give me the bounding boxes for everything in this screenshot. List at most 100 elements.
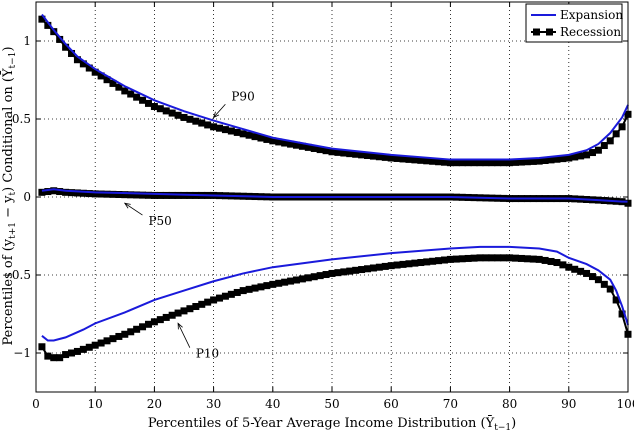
point-recession-p10 [583,269,591,277]
point-recession-p90 [133,93,141,101]
point-recession-p10 [571,265,579,273]
point-recession-p10 [452,255,460,263]
point-recession-p90 [600,142,608,150]
legend-recession-marker [546,28,553,36]
point-recession-p10 [269,280,277,288]
point-recession-p10 [281,278,289,286]
point-recession-p10 [577,267,585,275]
point-recession-p10 [316,272,324,280]
series-line-expansion-p10 [41,245,629,342]
point-recession-p90 [91,68,99,76]
point-recession-p90 [44,21,52,29]
point-recession-p90 [405,155,413,163]
annotation-arrowhead-p50 [123,202,131,209]
point-recession-p10 [517,254,525,262]
point-recession-p10 [565,263,573,271]
point-recession-p10 [144,320,152,328]
point-recession-p90 [364,152,372,159]
series-line-expansion-p90 [41,13,629,161]
point-recession-p50 [109,190,117,198]
point-recession-p90 [210,123,218,131]
point-recession-p10 [62,351,70,359]
point-recession-p10 [44,352,52,360]
point-recession-p90 [121,87,129,95]
point-recession-p90 [429,157,437,165]
point-recession-p50 [56,188,64,196]
point-recession-p50 [38,188,46,196]
point-recession-p10 [476,254,484,262]
point-recession-p10 [358,266,366,274]
point-recession-p10 [588,273,596,281]
point-recession-p10 [292,276,300,284]
point-recession-p10 [369,264,377,272]
point-recession-p10 [263,282,271,290]
point-recession-p90 [583,151,591,159]
annotation-arrow-p50 [124,202,143,216]
point-recession-p10 [334,269,342,277]
point-recession-p10 [381,262,389,270]
x-tick-label: 10 [88,397,103,411]
point-recession-p90 [127,90,135,98]
point-recession-p10 [73,347,81,355]
point-recession-p10 [68,349,76,357]
x-tick-label: 30 [206,397,221,411]
point-recession-p90 [150,103,158,111]
point-recession-p50 [168,191,176,199]
point-recession-p90 [204,121,212,129]
point-recession-p90 [263,135,271,143]
point-recession-p10 [310,273,318,281]
legend-recession-label: Recession [560,25,621,39]
point-recession-p90 [198,119,206,127]
point-recession-p90 [417,156,425,164]
point-recession-p90 [298,142,306,150]
point-recession-p10 [56,354,64,362]
point-recession-p90 [139,96,147,104]
point-recession-p10 [440,256,448,264]
point-recession-p10 [500,254,508,262]
point-recession-p10 [606,285,614,293]
point-recession-p90 [346,150,354,158]
point-recession-p90 [494,159,502,167]
point-recession-p90 [517,158,525,166]
annotation-label-p90: P90 [231,89,254,103]
x-tick-label: 90 [561,397,576,411]
point-recession-p90 [85,64,93,72]
legend-expansion-label: Expansion [560,8,623,22]
point-recession-p10 [328,269,336,277]
point-recession-p10 [618,310,626,318]
point-recession-p90 [470,159,478,167]
point-recession-p90 [103,76,111,84]
point-recession-p10 [275,279,283,287]
point-recession-p90 [571,153,579,161]
point-recession-p90 [375,153,383,161]
x-tick-label: 50 [324,397,339,411]
point-recession-p50 [50,187,58,195]
point-recession-p90 [287,140,295,148]
point-recession-p90 [559,155,567,163]
point-recession-p10 [411,259,419,267]
point-recession-p10 [340,268,348,276]
point-recession-p10 [174,309,182,317]
point-recession-p90 [186,115,194,123]
point-recession-p90 [156,105,164,113]
point-recession-p10 [594,276,602,284]
legend-box [525,3,623,43]
point-recession-p90 [56,35,64,43]
point-recession-p10 [79,345,87,353]
point-recession-p90 [506,159,514,167]
point-recession-p10 [156,316,164,324]
x-tick-label: 70 [443,397,458,411]
point-recession-p90 [50,28,58,36]
x-tick-label: 20 [147,397,162,411]
point-recession-p90 [239,130,247,138]
point-recession-p90 [423,157,431,165]
point-recession-p10 [387,262,395,270]
point-recession-p90 [411,156,419,164]
annotation-arrow-p10 [177,323,191,348]
point-recession-p10 [50,354,58,362]
x-tick-label: 80 [502,397,517,411]
point-recession-p90 [464,159,472,167]
point-recession-p10 [233,288,241,296]
point-recession-p50 [68,189,76,197]
